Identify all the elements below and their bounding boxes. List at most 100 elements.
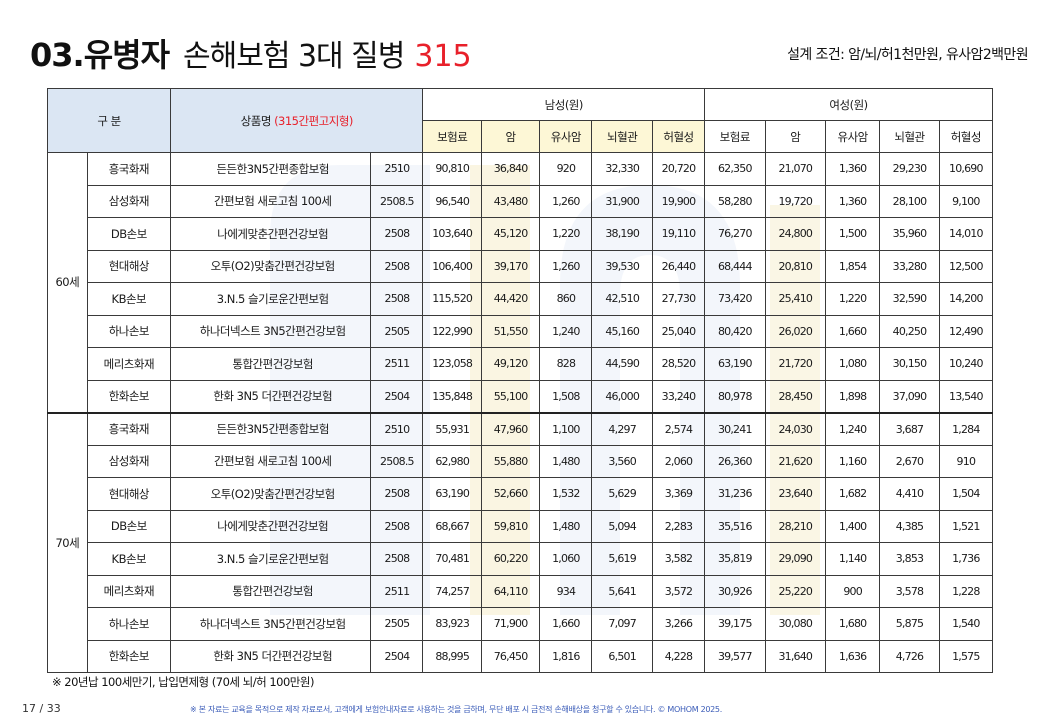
- value-cell: 80,420: [704, 314, 766, 348]
- value-cell: 1,140: [825, 542, 881, 576]
- header-product-prefix: 상품명: [240, 113, 275, 128]
- value-cell: 1,504: [938, 477, 994, 511]
- value-cell: 55,100: [480, 379, 541, 413]
- company-cell: 하나손보: [86, 314, 172, 348]
- code-cell: 2511: [370, 347, 424, 381]
- value-cell: 1,284: [938, 411, 994, 446]
- value-cell: 58,280: [704, 184, 766, 218]
- table-row: 한화손보 한화 3N5 더간편건강보험 2504 88,995 76,450 1,816 6…: [48, 639, 994, 673]
- table-row: 하나손보 하나더넥스트 3N5간편건강보험 2505 83,923 71,900 1,66…: [48, 607, 994, 641]
- title-number: 315: [414, 39, 472, 74]
- value-cell: 860: [539, 282, 593, 316]
- value-cell: 1,160: [825, 444, 881, 478]
- value-cell: 28,100: [879, 184, 940, 218]
- code-cell: 2508.5: [370, 184, 424, 218]
- value-cell: 1,260: [539, 184, 593, 218]
- value-cell: 4,726: [879, 639, 940, 673]
- table-row: 메리츠화재 통합간편건강보험 2511 123,058 49,120 828 44,590 2…: [48, 347, 994, 381]
- value-cell: 21,620: [764, 444, 827, 478]
- value-cell: 32,330: [591, 152, 653, 186]
- product-cell: 통합간편건강보험: [170, 574, 372, 608]
- code-cell: 2504: [370, 639, 424, 673]
- product-cell: 3.N.5 슬기로운간편보험: [170, 282, 372, 316]
- value-cell: 1,636: [825, 639, 881, 673]
- value-cell: 55,880: [480, 444, 541, 478]
- value-cell: 123,058: [422, 347, 482, 381]
- subheader-male-2: 유사암: [539, 120, 593, 153]
- code-cell: 2510: [370, 152, 424, 186]
- table-row: 하나손보 하나더넥스트 3N5간편건강보험 2505 122,990 51,550 1,2…: [48, 314, 994, 348]
- product-cell: 간편보험 새로고침 100세: [170, 444, 372, 478]
- value-cell: 1,240: [825, 411, 881, 446]
- value-cell: 2,574: [651, 411, 706, 446]
- value-cell: 21,720: [764, 347, 827, 381]
- code-cell: 2508: [370, 249, 424, 283]
- value-cell: 31,900: [591, 184, 653, 218]
- value-cell: 1,521: [938, 509, 994, 543]
- value-cell: 70,481: [422, 542, 482, 576]
- header-female: 여성(원): [704, 88, 993, 121]
- value-cell: 103,640: [422, 217, 482, 251]
- table-row: 현대해상 오투(O2)맞춤간편건강보험 2508 63,190 52,660 1,532 5…: [48, 477, 994, 511]
- code-cell: 2508: [370, 509, 424, 543]
- value-cell: 29,090: [764, 542, 827, 576]
- value-cell: 42,510: [591, 282, 653, 316]
- value-cell: 23,640: [764, 477, 827, 511]
- company-cell: 흥국화재: [86, 152, 172, 186]
- value-cell: 80,978: [704, 379, 766, 413]
- value-cell: 5,094: [591, 509, 653, 543]
- value-cell: 1,540: [938, 607, 994, 641]
- header-male: 남성(원): [422, 88, 706, 121]
- company-cell: 삼성화재: [86, 444, 172, 478]
- code-cell: 2508: [370, 282, 424, 316]
- value-cell: 32,590: [879, 282, 940, 316]
- table-row: 한화손보 한화 3N5 더간편건강보험 2504 135,848 55,100 1,508…: [48, 379, 994, 413]
- value-cell: 28,450: [764, 379, 827, 413]
- age-group-label: 70세: [47, 411, 88, 673]
- value-cell: 1,660: [539, 607, 593, 641]
- value-cell: 19,900: [651, 184, 706, 218]
- table-row: 현대해상 오투(O2)맞춤간편건강보험 2508 106,400 39,170 1,260…: [48, 249, 994, 283]
- table-row: 메리츠화재 통합간편건강보험 2511 74,257 64,110 934 5,641 3,5…: [48, 574, 994, 608]
- value-cell: 12,500: [938, 249, 994, 283]
- value-cell: 10,240: [938, 347, 994, 381]
- value-cell: 4,228: [651, 639, 706, 673]
- value-cell: 3,853: [879, 542, 940, 576]
- value-cell: 1,854: [825, 249, 881, 283]
- value-cell: 122,990: [422, 314, 482, 348]
- value-cell: 38,190: [591, 217, 653, 251]
- value-cell: 24,030: [764, 411, 827, 446]
- product-cell: 하나더넥스트 3N5간편건강보험: [170, 314, 372, 348]
- value-cell: 1,400: [825, 509, 881, 543]
- value-cell: 39,170: [480, 249, 541, 283]
- value-cell: 30,150: [879, 347, 940, 381]
- value-cell: 1,532: [539, 477, 593, 511]
- header-product: 상품명 (315간편고지형): [170, 88, 424, 153]
- value-cell: 135,848: [422, 379, 482, 413]
- value-cell: 2,670: [879, 444, 940, 478]
- value-cell: 3,687: [879, 411, 940, 446]
- table-row: 60세 흥국화재 든든한3N5간편종합보험 2510 90,810 36,840 920 32…: [47, 152, 994, 413]
- value-cell: 19,110: [651, 217, 706, 251]
- value-cell: 24,800: [764, 217, 827, 251]
- value-cell: 1,508: [539, 379, 593, 413]
- header-row-1: 구 분 상품명 (315간편고지형) 남성(원) 여성(원): [46, 88, 993, 153]
- value-cell: 26,440: [651, 249, 706, 283]
- value-cell: 45,160: [591, 314, 653, 348]
- table-row: 삼성화재 간편보험 새로고침 100세 2508.5 96,540 43,480 1,26…: [48, 184, 994, 218]
- value-cell: 6,501: [591, 639, 653, 673]
- subheader-male-3: 뇌혈관: [591, 120, 653, 153]
- value-cell: 900: [825, 574, 881, 608]
- value-cell: 7,097: [591, 607, 653, 641]
- value-cell: 63,190: [422, 477, 482, 511]
- value-cell: 28,210: [764, 509, 827, 543]
- value-cell: 47,960: [480, 411, 541, 446]
- subheader-female-1: 암: [764, 120, 827, 153]
- subheader-female-0: 보험료: [704, 120, 766, 153]
- product-cell: 나에게맞춘간편건강보험: [170, 509, 372, 543]
- product-cell: 든든한3N5간편종합보험: [170, 411, 372, 446]
- subheader-male-1: 암: [480, 120, 541, 153]
- value-cell: 71,900: [480, 607, 541, 641]
- value-cell: 49,120: [480, 347, 541, 381]
- premium-comparison-table: 구 분 상품명 (315간편고지형) 남성(원) 여성(원) 보험료 암 유사암 뇌혈…: [46, 88, 994, 673]
